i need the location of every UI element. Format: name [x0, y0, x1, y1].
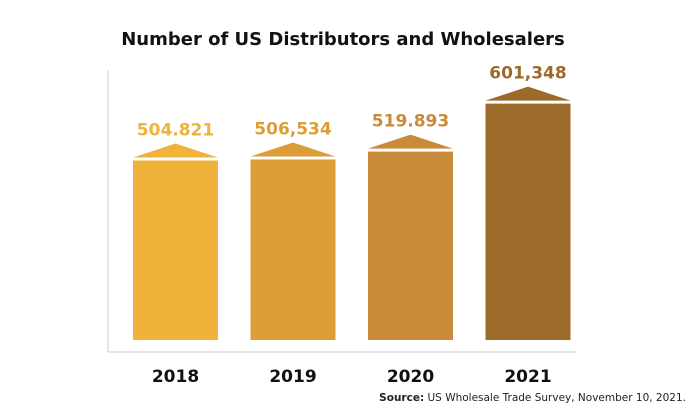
value-label: 519.893	[372, 112, 449, 132]
bar-roof	[133, 143, 218, 158]
chart-title: Number of US Distributors and Wholesaler…	[121, 29, 565, 50]
bar	[368, 151, 453, 340]
x-tick-label: 2020	[387, 367, 434, 387]
bar	[250, 159, 336, 340]
source-note: Source: US Wholesale Trade Survey, Novem…	[379, 392, 686, 404]
bar-roof	[250, 142, 336, 157]
x-tick-label: 2019	[269, 367, 316, 387]
source-label: Source:	[379, 392, 424, 404]
bar-roof	[368, 134, 453, 149]
bar	[133, 160, 218, 340]
x-tick-label: 2018	[152, 367, 199, 387]
bar	[485, 103, 571, 340]
bar-roof	[485, 86, 571, 101]
source-text: US Wholesale Trade Survey, November 10, …	[428, 392, 687, 404]
value-label: 506,534	[254, 119, 332, 139]
x-tick-label: 2021	[504, 367, 551, 387]
value-label: 504.821	[137, 120, 214, 140]
value-label: 601,348	[489, 64, 566, 84]
